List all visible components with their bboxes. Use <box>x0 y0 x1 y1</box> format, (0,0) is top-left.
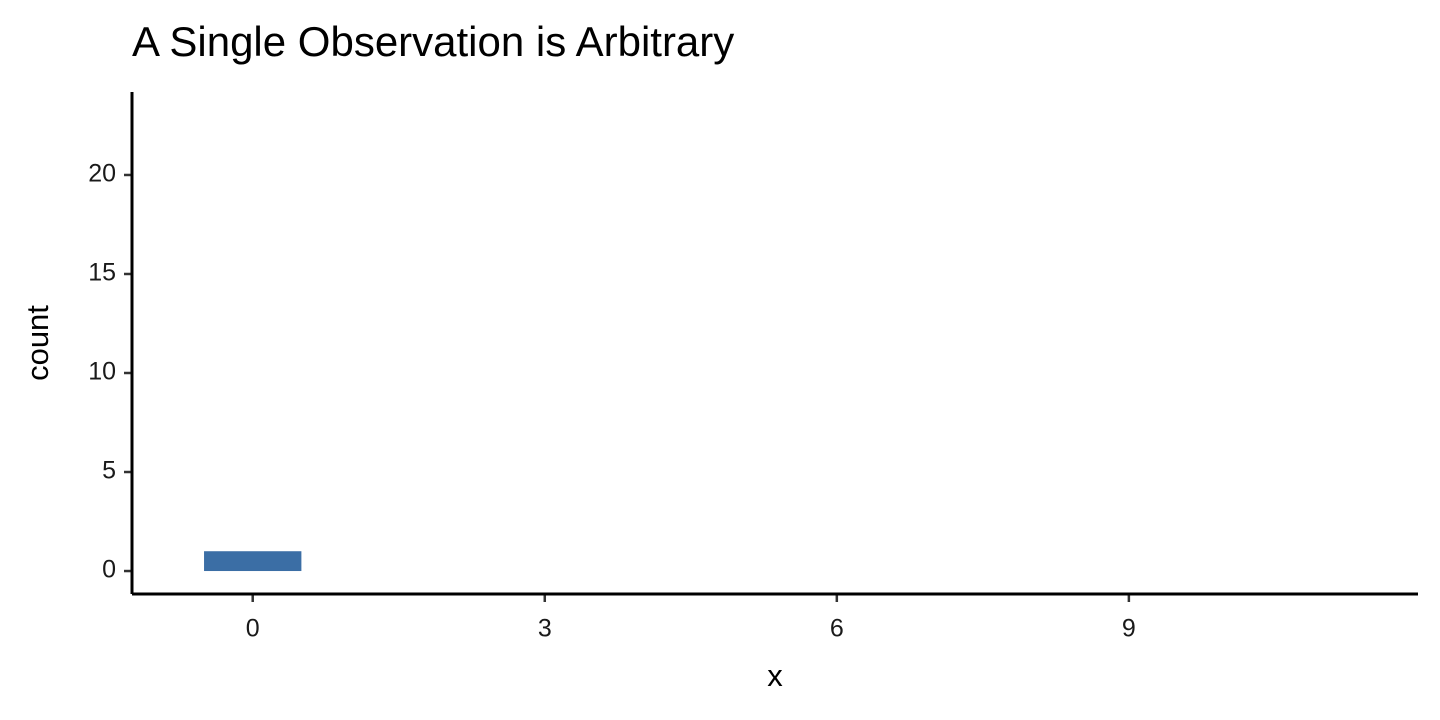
y-tick-label: 15 <box>88 259 116 287</box>
bar <box>204 551 302 572</box>
y-tick-label: 0 <box>102 556 116 584</box>
y-tick-label: 20 <box>88 160 116 188</box>
y-axis-label: count <box>20 305 55 381</box>
x-axis-label: x <box>767 658 783 693</box>
y-tick-label: 5 <box>102 457 116 485</box>
x-tick-label: 3 <box>538 615 552 643</box>
x-tick-label: 9 <box>1122 615 1136 643</box>
y-tick-label: 10 <box>88 358 116 386</box>
x-tick-label: 6 <box>830 615 844 643</box>
chart-title: A Single Observation is Arbitrary <box>132 18 734 65</box>
x-tick-label: 0 <box>246 615 260 643</box>
